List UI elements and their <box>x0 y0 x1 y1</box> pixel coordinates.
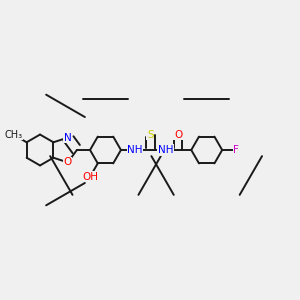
Text: O: O <box>174 130 182 140</box>
Text: F: F <box>233 145 239 155</box>
Text: CH₃: CH₃ <box>5 130 23 140</box>
Text: OH: OH <box>82 172 98 182</box>
Text: NH: NH <box>127 145 142 155</box>
Text: N: N <box>64 133 72 142</box>
Text: O: O <box>64 158 72 167</box>
Text: S: S <box>147 130 154 140</box>
Text: NH: NH <box>158 145 173 155</box>
